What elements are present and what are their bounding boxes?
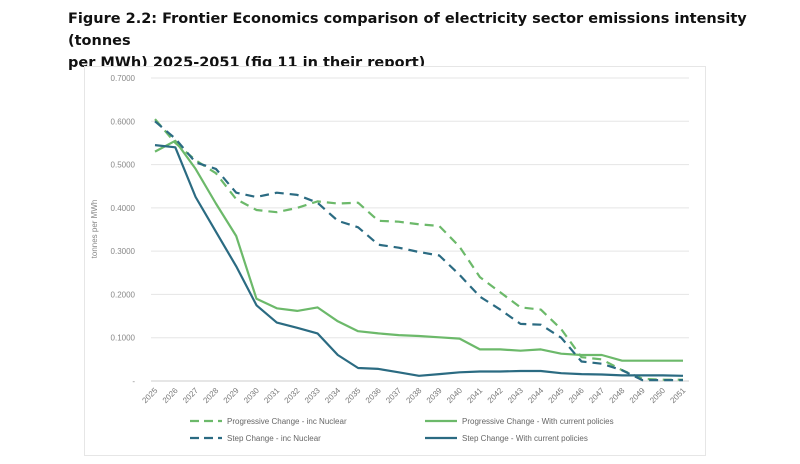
x-tick-label: 2043 bbox=[506, 386, 525, 405]
x-tick-label: 2045 bbox=[547, 386, 566, 405]
x-tick-label: 2029 bbox=[222, 386, 241, 405]
x-tick-label: 2025 bbox=[140, 386, 159, 405]
legend-label: Step Change - With current policies bbox=[462, 434, 588, 443]
series-line-3 bbox=[154, 120, 683, 382]
x-axis-ticks: 2025 2026 2027 2028 2029 2030 2031 2032 2033 2034… bbox=[140, 386, 687, 405]
chart-frame bbox=[84, 66, 706, 456]
series-line-2 bbox=[154, 139, 683, 362]
figure-caption-line-1: Figure 2.2: Frontier Economics compariso… bbox=[68, 11, 747, 49]
x-tick-label: 2028 bbox=[201, 386, 220, 405]
x-tick-label: 2044 bbox=[526, 386, 545, 405]
x-tick-label: 2049 bbox=[628, 386, 647, 405]
y-tick-label: 0.5000 bbox=[111, 161, 136, 170]
x-tick-label: 2048 bbox=[608, 386, 627, 405]
x-tick-label: 2047 bbox=[587, 386, 606, 405]
x-tick-label: 2032 bbox=[283, 386, 302, 405]
y-tick-label: 0.2000 bbox=[111, 290, 136, 299]
y-axis-label: tonnes per MWh bbox=[90, 200, 99, 259]
legend-label: Progressive Change - With current polici… bbox=[462, 417, 614, 426]
x-tick-label: 2036 bbox=[364, 386, 383, 405]
x-tick-label: 2041 bbox=[465, 386, 484, 405]
x-tick-label: 2031 bbox=[262, 386, 281, 405]
x-tick-label: 2050 bbox=[648, 386, 667, 405]
y-tick-label: 0.1000 bbox=[111, 334, 136, 343]
y-tick-label: 0.4000 bbox=[111, 204, 136, 213]
x-tick-label: 2030 bbox=[242, 386, 261, 405]
x-tick-label: 2039 bbox=[425, 386, 444, 405]
legend: Progressive Change - inc Nuclear Progress… bbox=[190, 417, 614, 443]
series-lines bbox=[154, 118, 684, 382]
x-tick-label: 2046 bbox=[567, 386, 586, 405]
x-tick-label: 2027 bbox=[181, 386, 200, 405]
x-tick-label: 2026 bbox=[161, 386, 180, 405]
y-tick-label: 0.6000 bbox=[111, 117, 136, 126]
legend-label: Step Change - inc Nuclear bbox=[227, 434, 321, 443]
x-tick-label: 2051 bbox=[668, 386, 687, 405]
series-line-4 bbox=[154, 144, 684, 377]
x-tick-label: 2038 bbox=[404, 386, 423, 405]
x-tick-label: 2034 bbox=[323, 386, 342, 405]
y-tick-label: 0.7000 bbox=[111, 74, 136, 83]
x-tick-label: 2035 bbox=[344, 386, 363, 405]
x-tick-label: 2040 bbox=[445, 386, 464, 405]
y-tick-label: - bbox=[132, 377, 135, 386]
series-line-1 bbox=[154, 118, 683, 381]
y-axis-ticks: 0.7000 0.6000 0.5000 0.4000 0.3000 0.2000 0.10… bbox=[111, 74, 136, 386]
x-tick-label: 2033 bbox=[303, 386, 322, 405]
y-tick-label: 0.3000 bbox=[111, 247, 136, 256]
legend-label: Progressive Change - inc Nuclear bbox=[227, 417, 347, 426]
x-tick-label: 2042 bbox=[486, 386, 505, 405]
x-tick-label: 2037 bbox=[384, 386, 403, 405]
